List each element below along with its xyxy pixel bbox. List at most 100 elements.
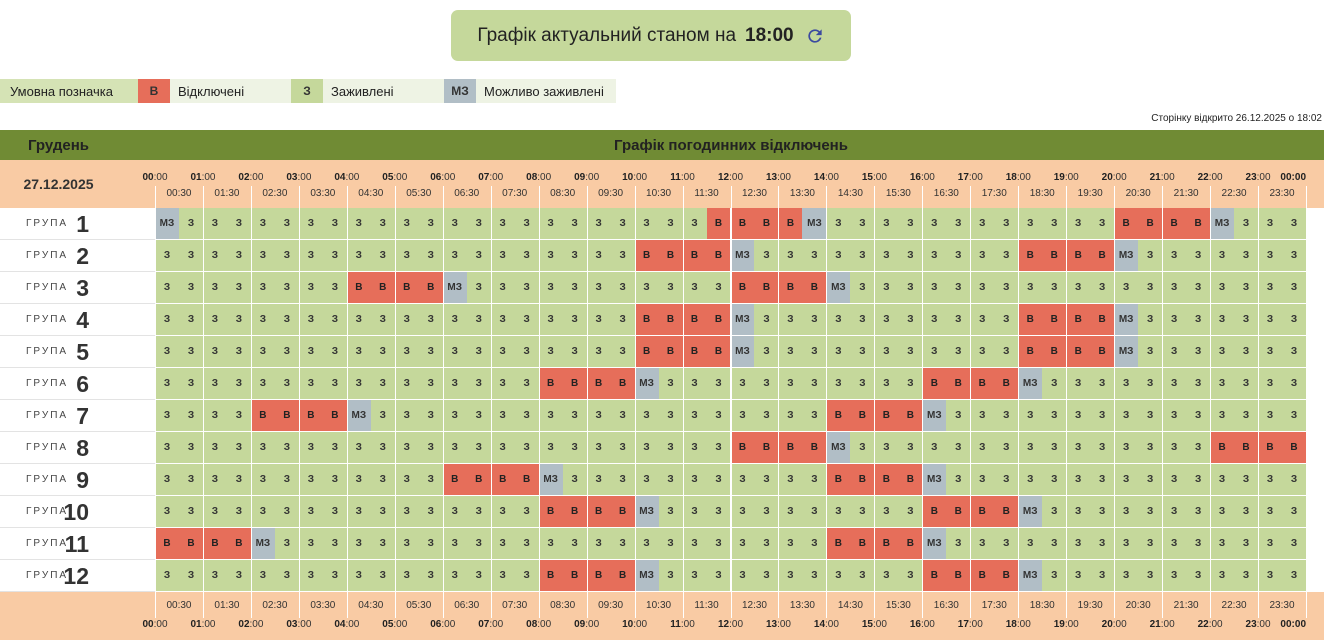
hour-tick-top: 19:00 <box>1053 172 1079 183</box>
slot-cell: З <box>226 336 251 367</box>
slot-cell: В <box>394 272 419 303</box>
hour-divider <box>1258 592 1260 618</box>
slot-cell: З <box>466 336 491 367</box>
slot-cell: З <box>1162 272 1187 303</box>
slot-cell: З <box>970 240 995 271</box>
hour-tick-bottom: 12:00 <box>717 619 744 630</box>
group-number: 6 <box>76 371 89 397</box>
slot-cell: В <box>1186 208 1211 239</box>
slot-cell: З <box>682 432 707 463</box>
slot-cell: МЗ <box>346 400 371 431</box>
slot-cell: З <box>394 336 419 367</box>
grid-hour-line <box>634 208 636 592</box>
slot-cell: З <box>1066 464 1091 495</box>
slot-cell: З <box>1114 272 1139 303</box>
slot-cell: З <box>610 272 635 303</box>
slot-cell: З <box>730 400 755 431</box>
slot-cell: З <box>1138 272 1163 303</box>
slot-cell: З <box>1282 400 1306 431</box>
slot-cell: З <box>1210 400 1235 431</box>
slot-cell: В <box>682 336 707 367</box>
hour-divider <box>1066 186 1068 208</box>
slot-cell: З <box>322 304 347 335</box>
slot-cell: В <box>850 400 875 431</box>
slot-cell: З <box>754 464 779 495</box>
table-header: Грудень Графік погодинних відключень <box>0 130 1324 160</box>
slot-cell: З <box>226 432 251 463</box>
half-hour-tick-top: 21:30 <box>1173 188 1199 199</box>
hour-divider <box>1066 592 1068 618</box>
slot-cell: В <box>1090 304 1115 335</box>
slot-cell: З <box>1018 464 1043 495</box>
slot-cell: З <box>682 272 707 303</box>
slot-cell: З <box>802 528 827 559</box>
slot-cell: З <box>346 304 371 335</box>
slot-cell: З <box>298 496 323 527</box>
slot-cell: З <box>1258 208 1282 239</box>
grid-hour-line <box>1306 208 1307 592</box>
slot-cell: З <box>586 272 611 303</box>
slot-cell: В <box>946 560 971 591</box>
slot-cell: З <box>538 304 563 335</box>
hour-divider <box>970 186 972 208</box>
slot-cell: З <box>634 528 659 559</box>
group-number: 12 <box>63 563 89 589</box>
half-hour-tick-bottom: 21:30 <box>1173 600 1199 611</box>
slot-cell: З <box>730 368 755 399</box>
slot-cell: З <box>1114 528 1139 559</box>
legend-off-swatch: В <box>138 79 170 103</box>
slot-cell: МЗ <box>1114 304 1139 335</box>
half-hour-tick-top: 20:30 <box>1125 188 1151 199</box>
half-hour-tick-top: 08:30 <box>550 188 576 199</box>
slot-cell: В <box>1162 208 1187 239</box>
slot-cell: З <box>850 304 875 335</box>
hour-tick-top: 16:00 <box>909 172 935 183</box>
slot-cell: З <box>322 528 347 559</box>
slot-cell: З <box>346 496 371 527</box>
slot-cell: З <box>538 208 563 239</box>
half-hour-tick-top: 16:30 <box>933 188 959 199</box>
slot-cell: З <box>394 528 419 559</box>
slot-cell: З <box>1162 240 1187 271</box>
slot-cell: В <box>634 240 659 271</box>
page-opened-timestamp: Сторінку відкрито 26.12.2025 о 18:02 <box>1151 113 1322 124</box>
group-word: ГРУПА <box>26 218 69 229</box>
slot-cell: З <box>1282 336 1306 367</box>
slot-cell: МЗ <box>1018 368 1043 399</box>
half-hour-tick-bottom: 22:30 <box>1221 600 1247 611</box>
hour-divider <box>155 592 156 618</box>
slot-cell: З <box>155 432 179 463</box>
hour-divider <box>634 592 636 618</box>
slot-cell: З <box>898 240 923 271</box>
group-number: 5 <box>76 339 89 365</box>
slot-cell: З <box>1234 400 1259 431</box>
slot-cell: З <box>298 336 323 367</box>
slot-cell: З <box>754 304 779 335</box>
grid-hour-line <box>874 208 876 592</box>
slot-cell: МЗ <box>1018 560 1043 591</box>
slot-cell: МЗ <box>538 464 563 495</box>
hour-tick-bottom: 21:00 <box>1149 619 1175 630</box>
slot-cell: З <box>226 560 251 591</box>
hour-tick-bottom: 00:00 <box>142 619 168 630</box>
hour-tick-bottom: 01:00 <box>190 619 216 630</box>
hour-tick-bottom: 22:00 <box>1197 619 1223 630</box>
slot-cell: З <box>466 400 491 431</box>
slot-cell: З <box>874 336 899 367</box>
slot-cell: В <box>994 560 1019 591</box>
hour-tick-bottom: 14:00 <box>813 619 839 630</box>
slot-cell: З <box>1090 368 1115 399</box>
hour-divider <box>634 186 636 208</box>
slot-cell: З <box>1090 432 1115 463</box>
slot-cell: З <box>898 304 923 335</box>
slot-cell: З <box>634 208 659 239</box>
slot-cell: З <box>394 368 419 399</box>
slot-cell: З <box>538 528 563 559</box>
group-word: ГРУПА <box>26 250 69 261</box>
schedule-status-banner[interactable]: Графік актуальний станом на 18:00 <box>451 10 851 61</box>
slot-cell: З <box>850 368 875 399</box>
slot-cell: З <box>1282 208 1306 239</box>
slot-cell: З <box>922 304 947 335</box>
refresh-icon[interactable] <box>805 26 825 46</box>
bottom-time-band <box>0 592 1324 640</box>
